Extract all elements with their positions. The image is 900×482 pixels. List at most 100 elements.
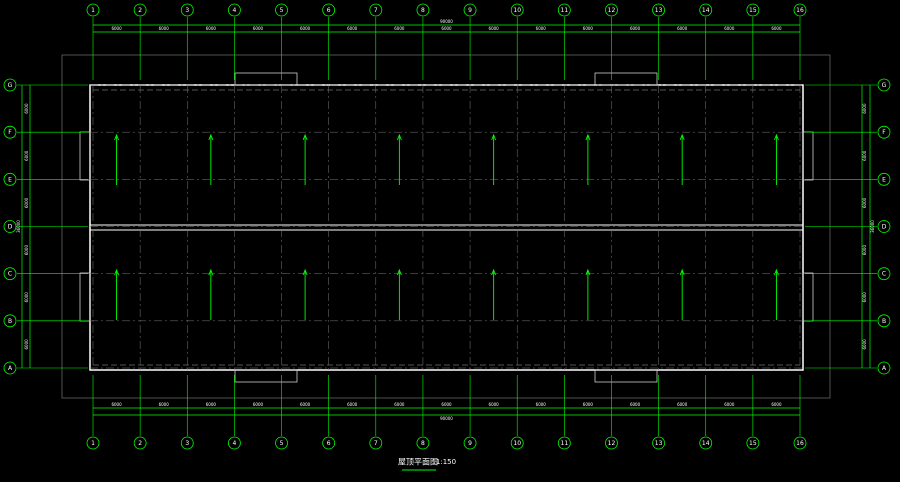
dimension-text: 6000 [111, 26, 122, 31]
axis-label: 2 [138, 7, 142, 14]
drawing-title: 屋顶平面图 [398, 458, 438, 467]
dimension-text: 6000 [441, 26, 452, 31]
axis-bubble [86, 3, 100, 17]
axis-bubble [746, 436, 760, 450]
axis-bubble [133, 3, 147, 17]
dimension-text: 6000 [536, 26, 547, 31]
axis-bubble [180, 436, 194, 450]
axis-label: 8 [421, 7, 425, 14]
axis-label: A [882, 365, 887, 372]
axis-label: C [8, 271, 12, 278]
axis-bubble [877, 220, 891, 233]
dimension-text: 6000 [394, 26, 405, 31]
axis-label: 7 [374, 7, 378, 14]
axis-bubble [369, 3, 383, 17]
dimension-text: 6000 [583, 402, 594, 407]
dimension-text: 6000 [630, 26, 641, 31]
dimension-text: 90000 [440, 416, 453, 421]
axis-bubble [416, 436, 430, 450]
axis-label: F [882, 129, 886, 136]
axis-label: 1 [91, 7, 95, 14]
dimension-text: 6000 [24, 245, 29, 256]
dimension-text: 6000 [24, 292, 29, 303]
axis-bubble [605, 3, 618, 17]
axis-bubble [877, 172, 891, 186]
axis-bubble [510, 3, 524, 17]
axis-bubble [793, 3, 807, 17]
axis-label: 4 [232, 7, 236, 14]
axis-label: F [8, 129, 12, 136]
axis-label: 6 [327, 440, 331, 447]
axis-label: G [8, 82, 13, 89]
axis-label: E [882, 176, 886, 183]
drain-arrow-head [396, 268, 402, 276]
dimension-text: 6000 [489, 26, 500, 31]
dimension-text: 90000 [440, 19, 453, 24]
axis-label: A [8, 365, 13, 372]
axis-bubble [877, 361, 891, 375]
axis-label: 16 [796, 7, 804, 14]
dimension-text: 6000 [771, 26, 782, 31]
dimension-text: 6000 [206, 26, 217, 31]
axis-bubble [793, 436, 807, 450]
axis-label: 14 [702, 440, 710, 447]
parapet [594, 369, 658, 383]
drain-arrow-head [302, 133, 308, 141]
dimension-text: 36000 [870, 220, 875, 233]
axis-bubble [180, 3, 194, 17]
axis-bubble [86, 436, 100, 450]
axis-label: 7 [374, 440, 378, 447]
axis-label: 3 [185, 440, 189, 447]
axis-bubble [275, 3, 288, 17]
axis-label: 5 [280, 7, 284, 14]
parapet [234, 369, 298, 383]
dimension-text: 6000 [862, 150, 867, 161]
dimension-text: 6000 [489, 402, 500, 407]
axis-bubble [133, 436, 147, 450]
axis-bubble [557, 3, 571, 17]
axis-bubble [699, 436, 713, 450]
axis-label: 1 [91, 440, 95, 447]
axis-label: B [8, 318, 12, 325]
axis-label: 13 [655, 440, 663, 447]
axis-bubble [3, 314, 17, 328]
dimension-text: 6000 [300, 402, 311, 407]
axis-bubble [699, 3, 713, 17]
dimension-text: 6000 [583, 26, 594, 31]
dimension-text: 6000 [159, 402, 170, 407]
axis-bubble [3, 78, 17, 92]
drain-arrow-head [302, 268, 308, 276]
dimension-text: 6000 [536, 402, 547, 407]
axis-label: 2 [138, 440, 142, 447]
drain-arrow-head [114, 133, 119, 141]
axis-label: 13 [655, 7, 663, 14]
axis-bubble [605, 436, 618, 450]
dimension-text: 6000 [771, 402, 782, 407]
axis-bubble [416, 3, 430, 17]
axis-label: G [882, 82, 887, 89]
axis-label: 16 [796, 440, 804, 447]
axis-label: 4 [232, 440, 236, 447]
drain-arrow-head [679, 133, 685, 141]
axis-label: 10 [513, 440, 521, 447]
drain-arrow-head [585, 268, 591, 276]
drain-arrow-head [396, 133, 402, 141]
dimension-text: 6000 [394, 402, 405, 407]
axis-bubble [877, 314, 891, 328]
axis-bubble [322, 3, 336, 17]
axis-label: 11 [561, 7, 569, 14]
axis-label: B [882, 318, 886, 325]
drain-arrow-head [208, 268, 214, 276]
dimension-text: 6000 [24, 150, 29, 161]
axis-label: 9 [468, 440, 472, 447]
dimension-text: 6000 [441, 402, 452, 407]
axis-label: 12 [608, 7, 616, 14]
dimension-text: 6000 [862, 292, 867, 303]
axis-bubble [877, 267, 891, 281]
dimension-text: 36000 [16, 220, 21, 233]
axis-bubble [369, 436, 383, 450]
axis-bubble [3, 172, 17, 186]
axis-label: D [8, 224, 13, 231]
